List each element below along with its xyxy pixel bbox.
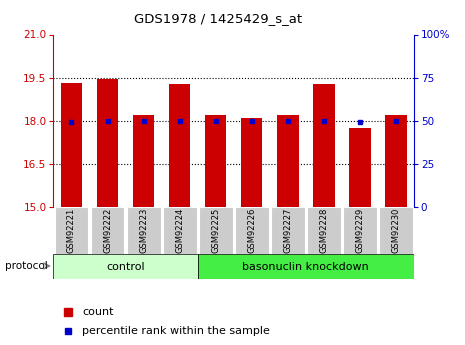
Text: GSM92226: GSM92226 <box>247 208 256 253</box>
Text: GSM92221: GSM92221 <box>67 208 76 253</box>
Text: GSM92227: GSM92227 <box>283 208 292 253</box>
Text: GSM92224: GSM92224 <box>175 208 184 253</box>
Bar <box>198 254 414 279</box>
Bar <box>235 207 269 254</box>
Text: basonuclin knockdown: basonuclin knockdown <box>242 262 369 272</box>
Bar <box>277 115 299 207</box>
Bar <box>385 115 406 207</box>
Bar <box>133 115 154 207</box>
Bar <box>349 128 371 207</box>
Bar <box>241 118 262 207</box>
Bar <box>60 83 82 207</box>
Bar <box>313 84 334 207</box>
Bar <box>199 207 232 254</box>
Text: control: control <box>106 262 145 272</box>
Bar <box>205 115 226 207</box>
Text: GSM92222: GSM92222 <box>103 208 112 253</box>
Bar <box>169 84 191 207</box>
Text: count: count <box>82 307 114 317</box>
Text: GSM92225: GSM92225 <box>211 208 220 253</box>
Bar <box>53 254 198 279</box>
Bar <box>126 207 160 254</box>
Bar <box>271 207 305 254</box>
Text: protocol: protocol <box>5 262 47 271</box>
Bar <box>54 207 88 254</box>
Bar <box>97 79 118 207</box>
Bar <box>163 207 197 254</box>
Text: GSM92228: GSM92228 <box>319 208 328 253</box>
Text: GSM92223: GSM92223 <box>139 208 148 253</box>
Text: percentile rank within the sample: percentile rank within the sample <box>82 326 270 336</box>
Text: GDS1978 / 1425429_s_at: GDS1978 / 1425429_s_at <box>134 12 303 25</box>
Bar <box>91 207 125 254</box>
Bar <box>343 207 377 254</box>
Text: GSM92229: GSM92229 <box>355 208 364 253</box>
Text: GSM92230: GSM92230 <box>392 208 400 253</box>
Bar <box>307 207 341 254</box>
Bar <box>379 207 413 254</box>
